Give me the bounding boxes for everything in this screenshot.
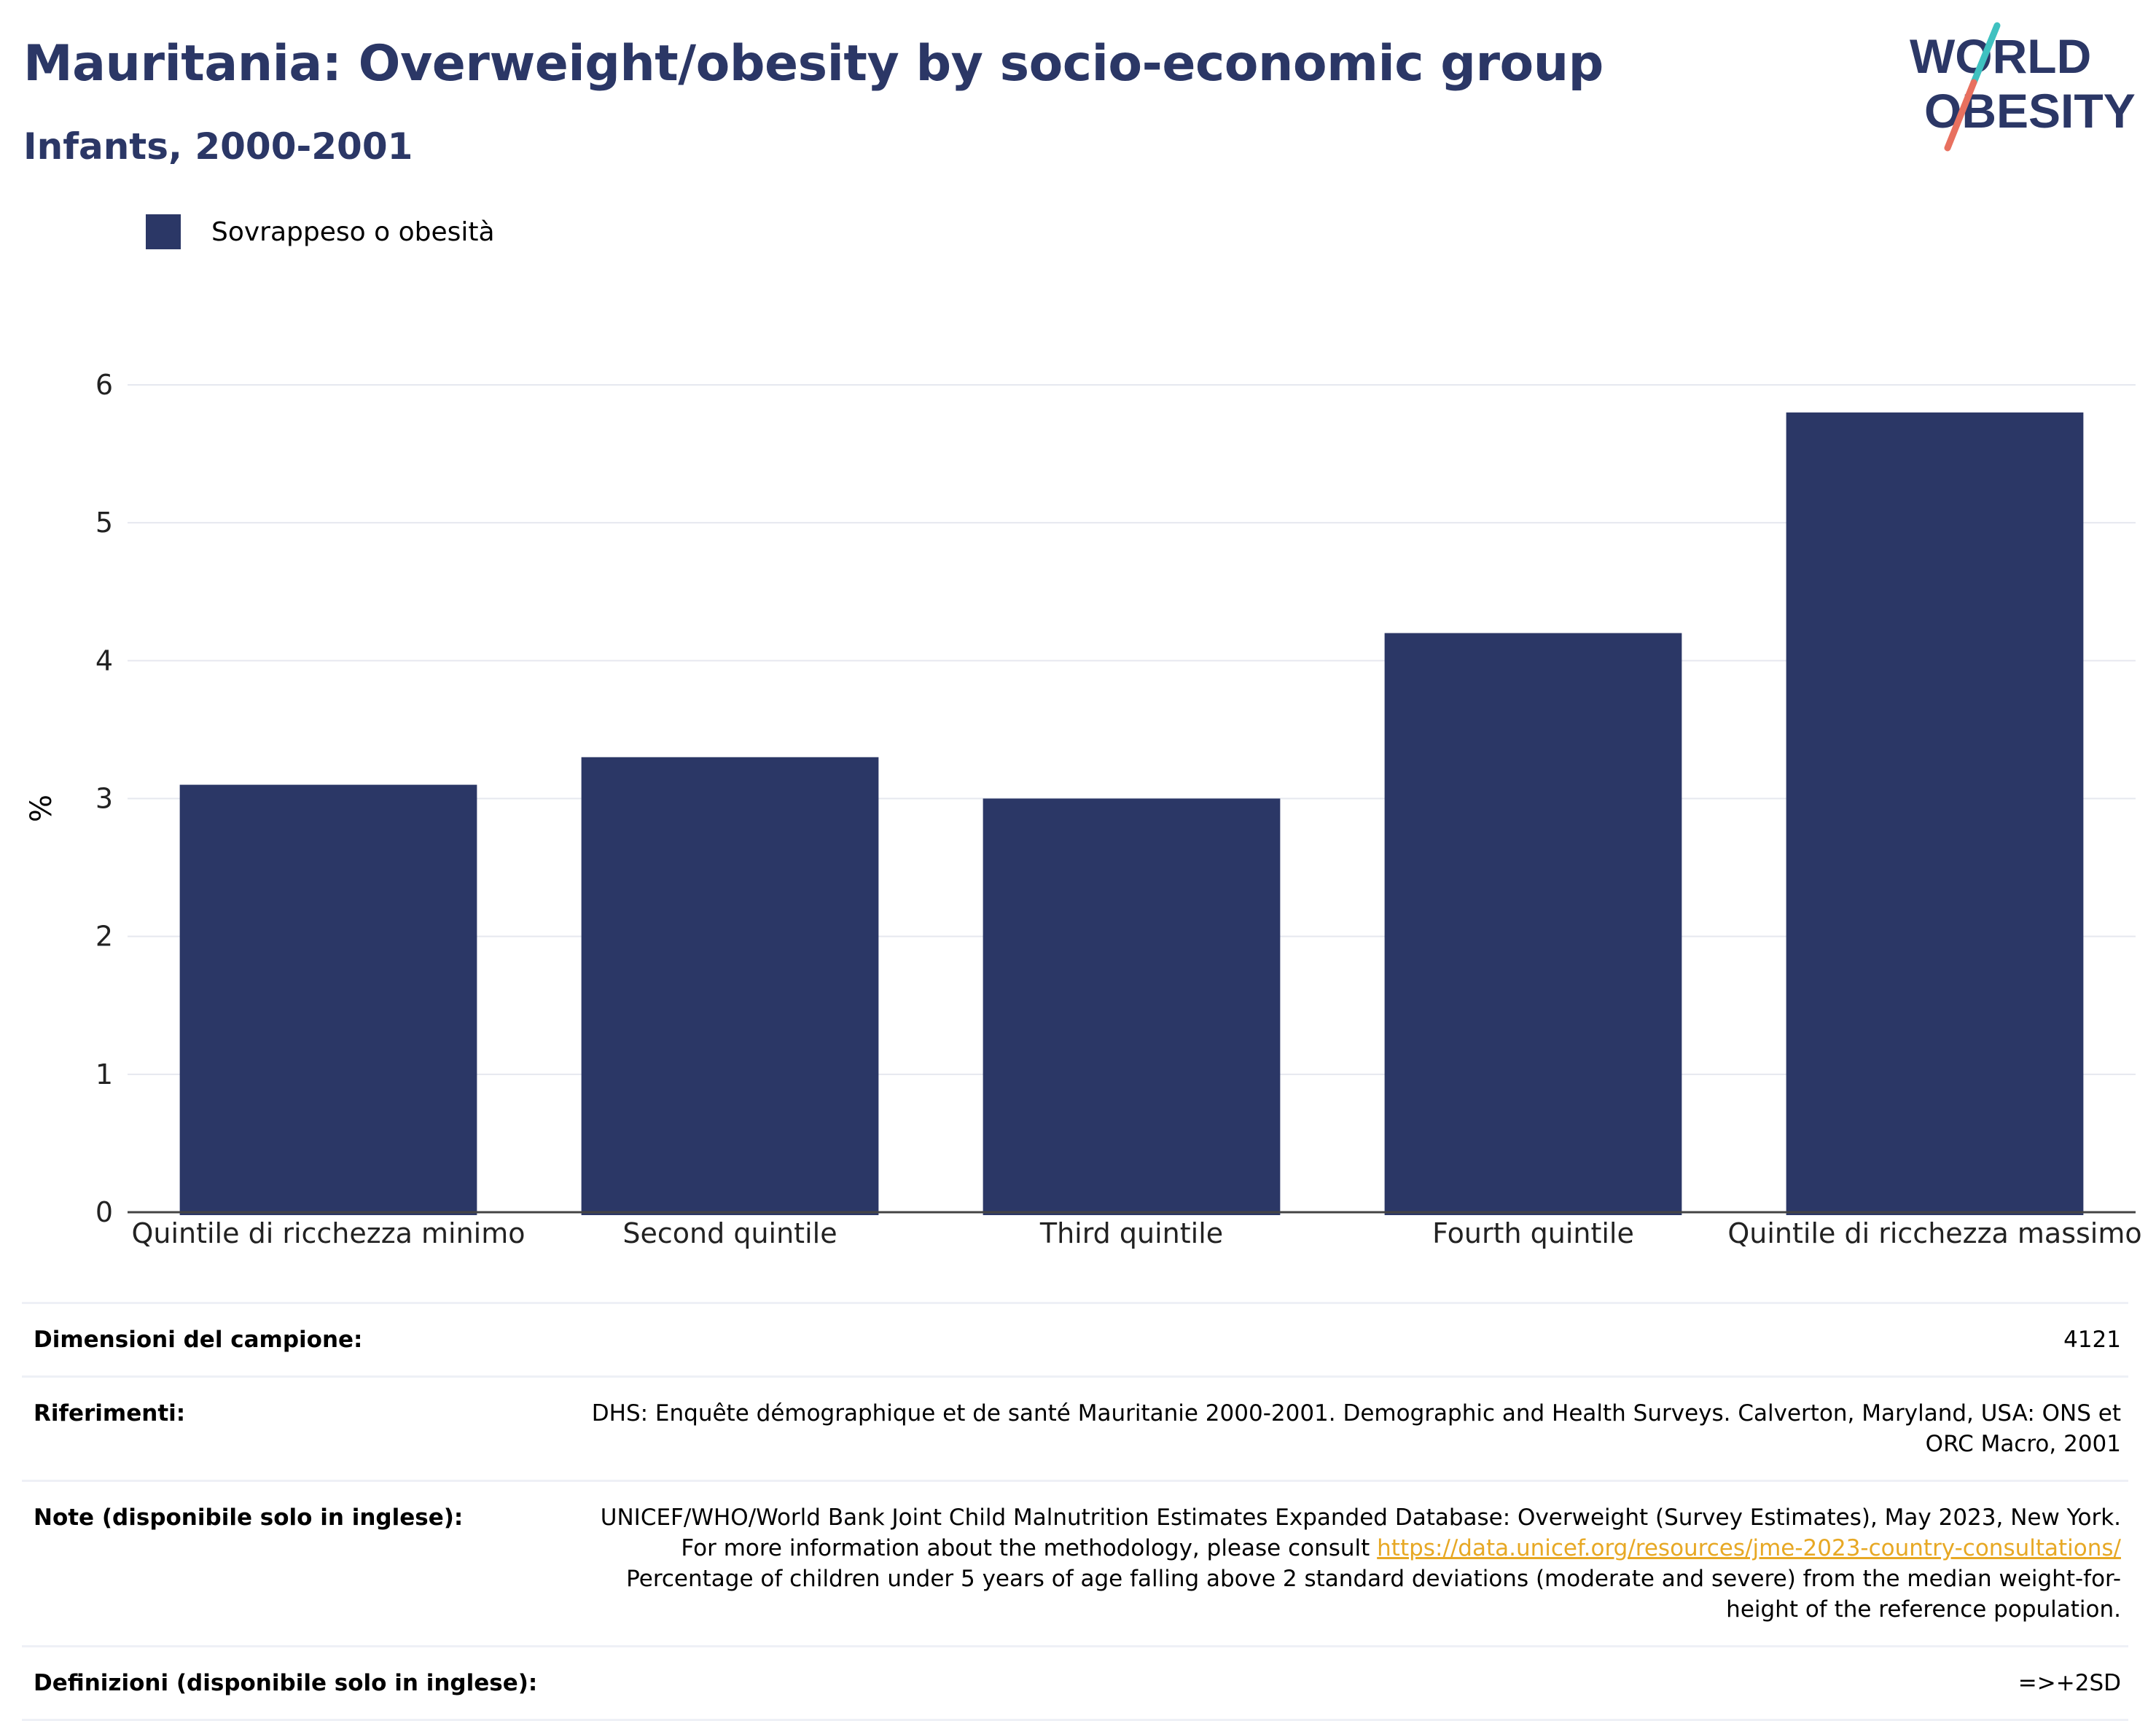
bar [1786,412,2084,1216]
definitions-value: =>+2SD [2018,1670,2121,1696]
y-tick-label: 3 [95,783,113,815]
y-tick-label: 2 [95,921,113,953]
bar [983,798,1281,1215]
y-tick-label: 6 [95,369,113,401]
x-tick-label: Quintile di ricchezza minimo [131,1217,525,1249]
world-obesity-logo: WORLD OBESITY [1910,22,2136,152]
y-tick-label: 4 [95,644,113,676]
logo-word-1: WORLD [1910,29,2091,83]
x-axis-ticks: Quintile di ricchezza minimo Second quint… [131,1217,2141,1249]
y-tick-label: 0 [95,1196,113,1228]
notes-text-1: UNICEF/WHO/World Bank Joint Child Malnut… [600,1505,2121,1561]
logo-slash-red [1944,79,1977,152]
references-value: DHS: Enquête démographique et de santé M… [591,1400,2121,1457]
notes-text-2: Percentage of children under 5 years of … [626,1566,2121,1623]
chart-title: Mauritania: Overweight/obesity by socio-… [23,35,1604,93]
bar [179,784,477,1215]
notes-value: UNICEF/WHO/World Bank Joint Child Malnut… [561,1502,2128,1625]
y-tick-label: 5 [95,507,113,539]
legend[interactable]: Sovrappeso o obesità [146,214,495,249]
logo-slash-teal [1970,22,2001,86]
references-label: Riferimenti: [34,1400,186,1427]
info-table: Dimensioni del campione: 4121 Riferiment… [22,1302,2128,1721]
notes-label: Note (disponibile solo in inglese): [34,1505,464,1531]
y-axis-label: % [25,794,59,823]
chart-subtitle: Infants, 2000-2001 [23,125,413,168]
sample-size-value: 4121 [2063,1327,2121,1353]
x-tick-label: Second quintile [622,1217,837,1249]
sample-size-row: Dimensioni del campione: 4121 [22,1302,2128,1375]
bar [581,757,879,1215]
y-axis-ticks: 0 1 2 3 4 5 6 [95,369,113,1228]
definitions-row: Definizioni (disponibile solo in inglese… [22,1645,2128,1721]
bars [179,412,2084,1216]
notes-row: Note (disponibile solo in inglese): UNIC… [22,1480,2128,1645]
bar [1384,633,1682,1215]
x-tick-label: Fourth quintile [1432,1217,1634,1249]
x-tick-label: Quintile di ricchezza massimo [1727,1217,2141,1249]
definitions-label: Definizioni (disponibile solo in inglese… [34,1670,538,1696]
bar-chart: 0 1 2 3 4 5 6 Quintile di ricchezza minimo Seco… [95,369,2142,1249]
x-tick-label: Third quintile [1039,1217,1223,1249]
y-tick-label: 1 [95,1058,113,1090]
legend-label: Sovrappeso o obesità [211,216,495,247]
notes-link[interactable]: https://data.unicef.org/resources/jme-20… [1377,1535,2121,1561]
references-row: Riferimenti: DHS: Enquête démographique … [22,1375,2128,1480]
sample-size-label: Dimensioni del campione: [34,1327,363,1353]
legend-swatch [146,214,181,249]
